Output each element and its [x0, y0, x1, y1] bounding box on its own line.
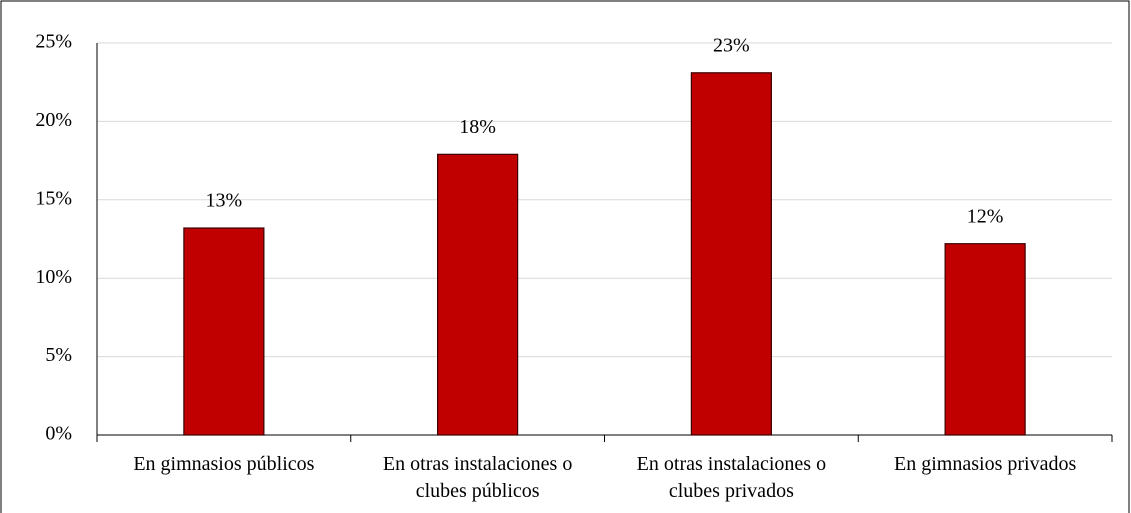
bar	[944, 243, 1026, 436]
y-tick-label: 10%	[35, 266, 72, 288]
data-label: 23%	[713, 34, 750, 56]
bar	[690, 72, 772, 436]
data-label: 18%	[459, 116, 496, 138]
y-tick-label: 5%	[45, 344, 72, 366]
x-tick-label: En otras instalaciones o clubes públicos	[382, 453, 573, 502]
data-label: 13%	[206, 190, 243, 212]
y-tick-label: 15%	[35, 187, 72, 209]
x-tick-label: En gimnasios privados	[894, 453, 1077, 475]
bar	[437, 153, 519, 436]
y-tick-label: 20%	[35, 109, 72, 131]
bar	[183, 227, 265, 436]
data-label: 12%	[967, 205, 1004, 227]
x-tick-label: En gimnasios públicos	[133, 453, 315, 475]
y-tick-label: 0%	[45, 423, 72, 445]
x-tick-label: En otras instalaciones o clubes privados	[636, 453, 827, 502]
y-tick-label: 25%	[35, 31, 72, 53]
